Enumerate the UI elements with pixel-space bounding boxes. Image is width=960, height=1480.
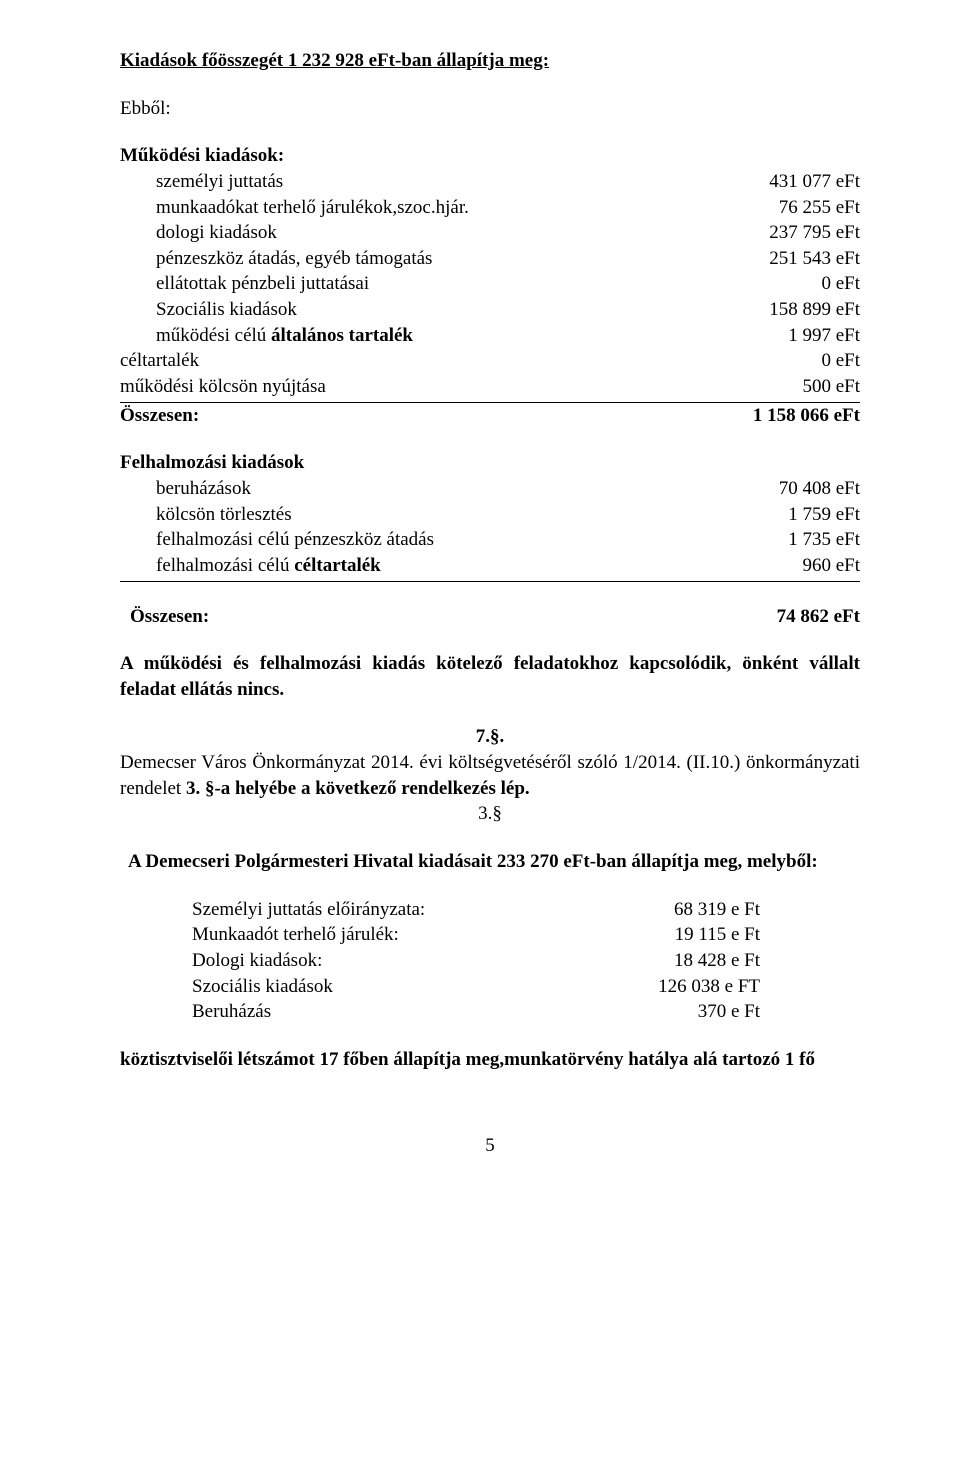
row-label: céltartalék	[120, 348, 801, 374]
row-value: 19 115 e Ft	[655, 922, 760, 948]
budget-row: beruházások 70 408 eFt	[120, 476, 860, 502]
osszesen-row-1: Összesen: 1 158 066 eFt	[120, 403, 860, 429]
osszesen-row-2: Összesen: 74 862 eFt	[120, 604, 860, 630]
budget-row: Dologi kiadások: 18 428 e Ft	[120, 948, 760, 974]
budget-row: kölcsön törlesztés 1 759 eFt	[120, 502, 860, 528]
row-value: 1 158 066 eFt	[733, 403, 860, 429]
budget-row-altalanos: működési célú általános tartalék 1 997 e…	[120, 323, 860, 349]
row-label: személyi juttatás	[120, 169, 749, 195]
title-line: Kiadások főösszegét 1 232 928 eFt-ban ál…	[120, 48, 860, 74]
budget-row-celtartalek: céltartalék 0 eFt	[120, 348, 860, 374]
paragraph-3: A Demecseri Polgármesteri Hivatal kiadás…	[120, 849, 860, 875]
budget-row: személyi juttatás 431 077 eFt	[120, 169, 860, 195]
row-label: kölcsön törlesztés	[120, 502, 768, 528]
paragraph-4: köztisztviselői létszámot 17 főben állap…	[120, 1047, 860, 1073]
budget-row-kolcson: működési kölcsön nyújtása 500 eFt	[120, 374, 860, 403]
row-label: felhalmozási célú céltartalék	[120, 553, 782, 582]
paragraph-2: Demecser Város Önkormányzat 2014. évi kö…	[120, 750, 860, 801]
section-7: 7.§.	[120, 724, 860, 750]
row-label: Szociális kiadások	[120, 974, 638, 1000]
mukodesi-header: Működési kiadások:	[120, 143, 860, 169]
ebbol-label: Ebből:	[120, 96, 860, 122]
section-3: 3.§	[120, 801, 860, 827]
row-value: 0 eFt	[801, 271, 860, 297]
budget-row: Beruházás 370 e Ft	[120, 999, 760, 1025]
row-value: 68 319 e Ft	[654, 897, 760, 923]
paragraph-1: A működési és felhalmozási kiadás kötele…	[120, 651, 860, 702]
budget-row: pénzeszköz átadás, egyéb támogatás 251 5…	[120, 246, 860, 272]
row-label: Munkaadót terhelő járulék:	[120, 922, 655, 948]
row-label: Személyi juttatás előirányzata:	[120, 897, 654, 923]
budget-row: Szociális kiadások 158 899 eFt	[120, 297, 860, 323]
row-label: Összesen:	[120, 403, 733, 429]
row-value: 1 735 eFt	[768, 527, 860, 553]
row-value: 76 255 eFt	[759, 195, 860, 221]
budget-row: dologi kiadások 237 795 eFt	[120, 220, 860, 246]
row-label: beruházások	[120, 476, 759, 502]
row-label: működési célú általános tartalék	[120, 323, 768, 349]
row-value: 500 eFt	[782, 374, 860, 403]
budget-row: ellátottak pénzbeli juttatásai 0 eFt	[120, 271, 860, 297]
row-label: dologi kiadások	[120, 220, 749, 246]
row-label: Összesen:	[120, 604, 757, 630]
row-label: pénzeszköz átadás, egyéb támogatás	[120, 246, 749, 272]
budget-row: Munkaadót terhelő járulék: 19 115 e Ft	[120, 922, 760, 948]
row-value: 158 899 eFt	[749, 297, 860, 323]
row-value: 431 077 eFt	[749, 169, 860, 195]
row-value: 18 428 e Ft	[654, 948, 760, 974]
page-number: 5	[120, 1133, 860, 1159]
row-label: működési kölcsön nyújtása	[120, 374, 782, 403]
row-label: Beruházás	[120, 999, 678, 1025]
row-value: 74 862 eFt	[757, 604, 860, 630]
page-content: Kiadások főösszegét 1 232 928 eFt-ban ál…	[0, 0, 960, 1198]
row-label: Szociális kiadások	[120, 297, 749, 323]
budget-row: Szociális kiadások 126 038 e FT	[120, 974, 760, 1000]
row-label: felhalmozási célú pénzeszköz átadás	[120, 527, 768, 553]
felhalmozasi-header: Felhalmozási kiadások	[120, 450, 860, 476]
row-label: ellátottak pénzbeli juttatásai	[120, 271, 801, 297]
row-value: 251 543 eFt	[749, 246, 860, 272]
budget-row: Személyi juttatás előirányzata: 68 319 e…	[120, 897, 760, 923]
row-label: Dologi kiadások:	[120, 948, 654, 974]
row-value: 1 759 eFt	[768, 502, 860, 528]
budget-row-felh-celtartalek: felhalmozási célú céltartalék 960 eFt	[120, 553, 860, 582]
budget-row: felhalmozási célú pénzeszköz átadás 1 73…	[120, 527, 860, 553]
row-value: 370 e Ft	[678, 999, 760, 1025]
row-value: 70 408 eFt	[759, 476, 860, 502]
row-value: 237 795 eFt	[749, 220, 860, 246]
row-value: 126 038 e FT	[638, 974, 760, 1000]
row-value: 0 eFt	[801, 348, 860, 374]
budget-row: munkaadókat terhelő járulékok,szoc.hjár.…	[120, 195, 860, 221]
row-label: munkaadókat terhelő járulékok,szoc.hjár.	[120, 195, 759, 221]
row-value: 1 997 eFt	[768, 323, 860, 349]
row-value: 960 eFt	[782, 553, 860, 582]
